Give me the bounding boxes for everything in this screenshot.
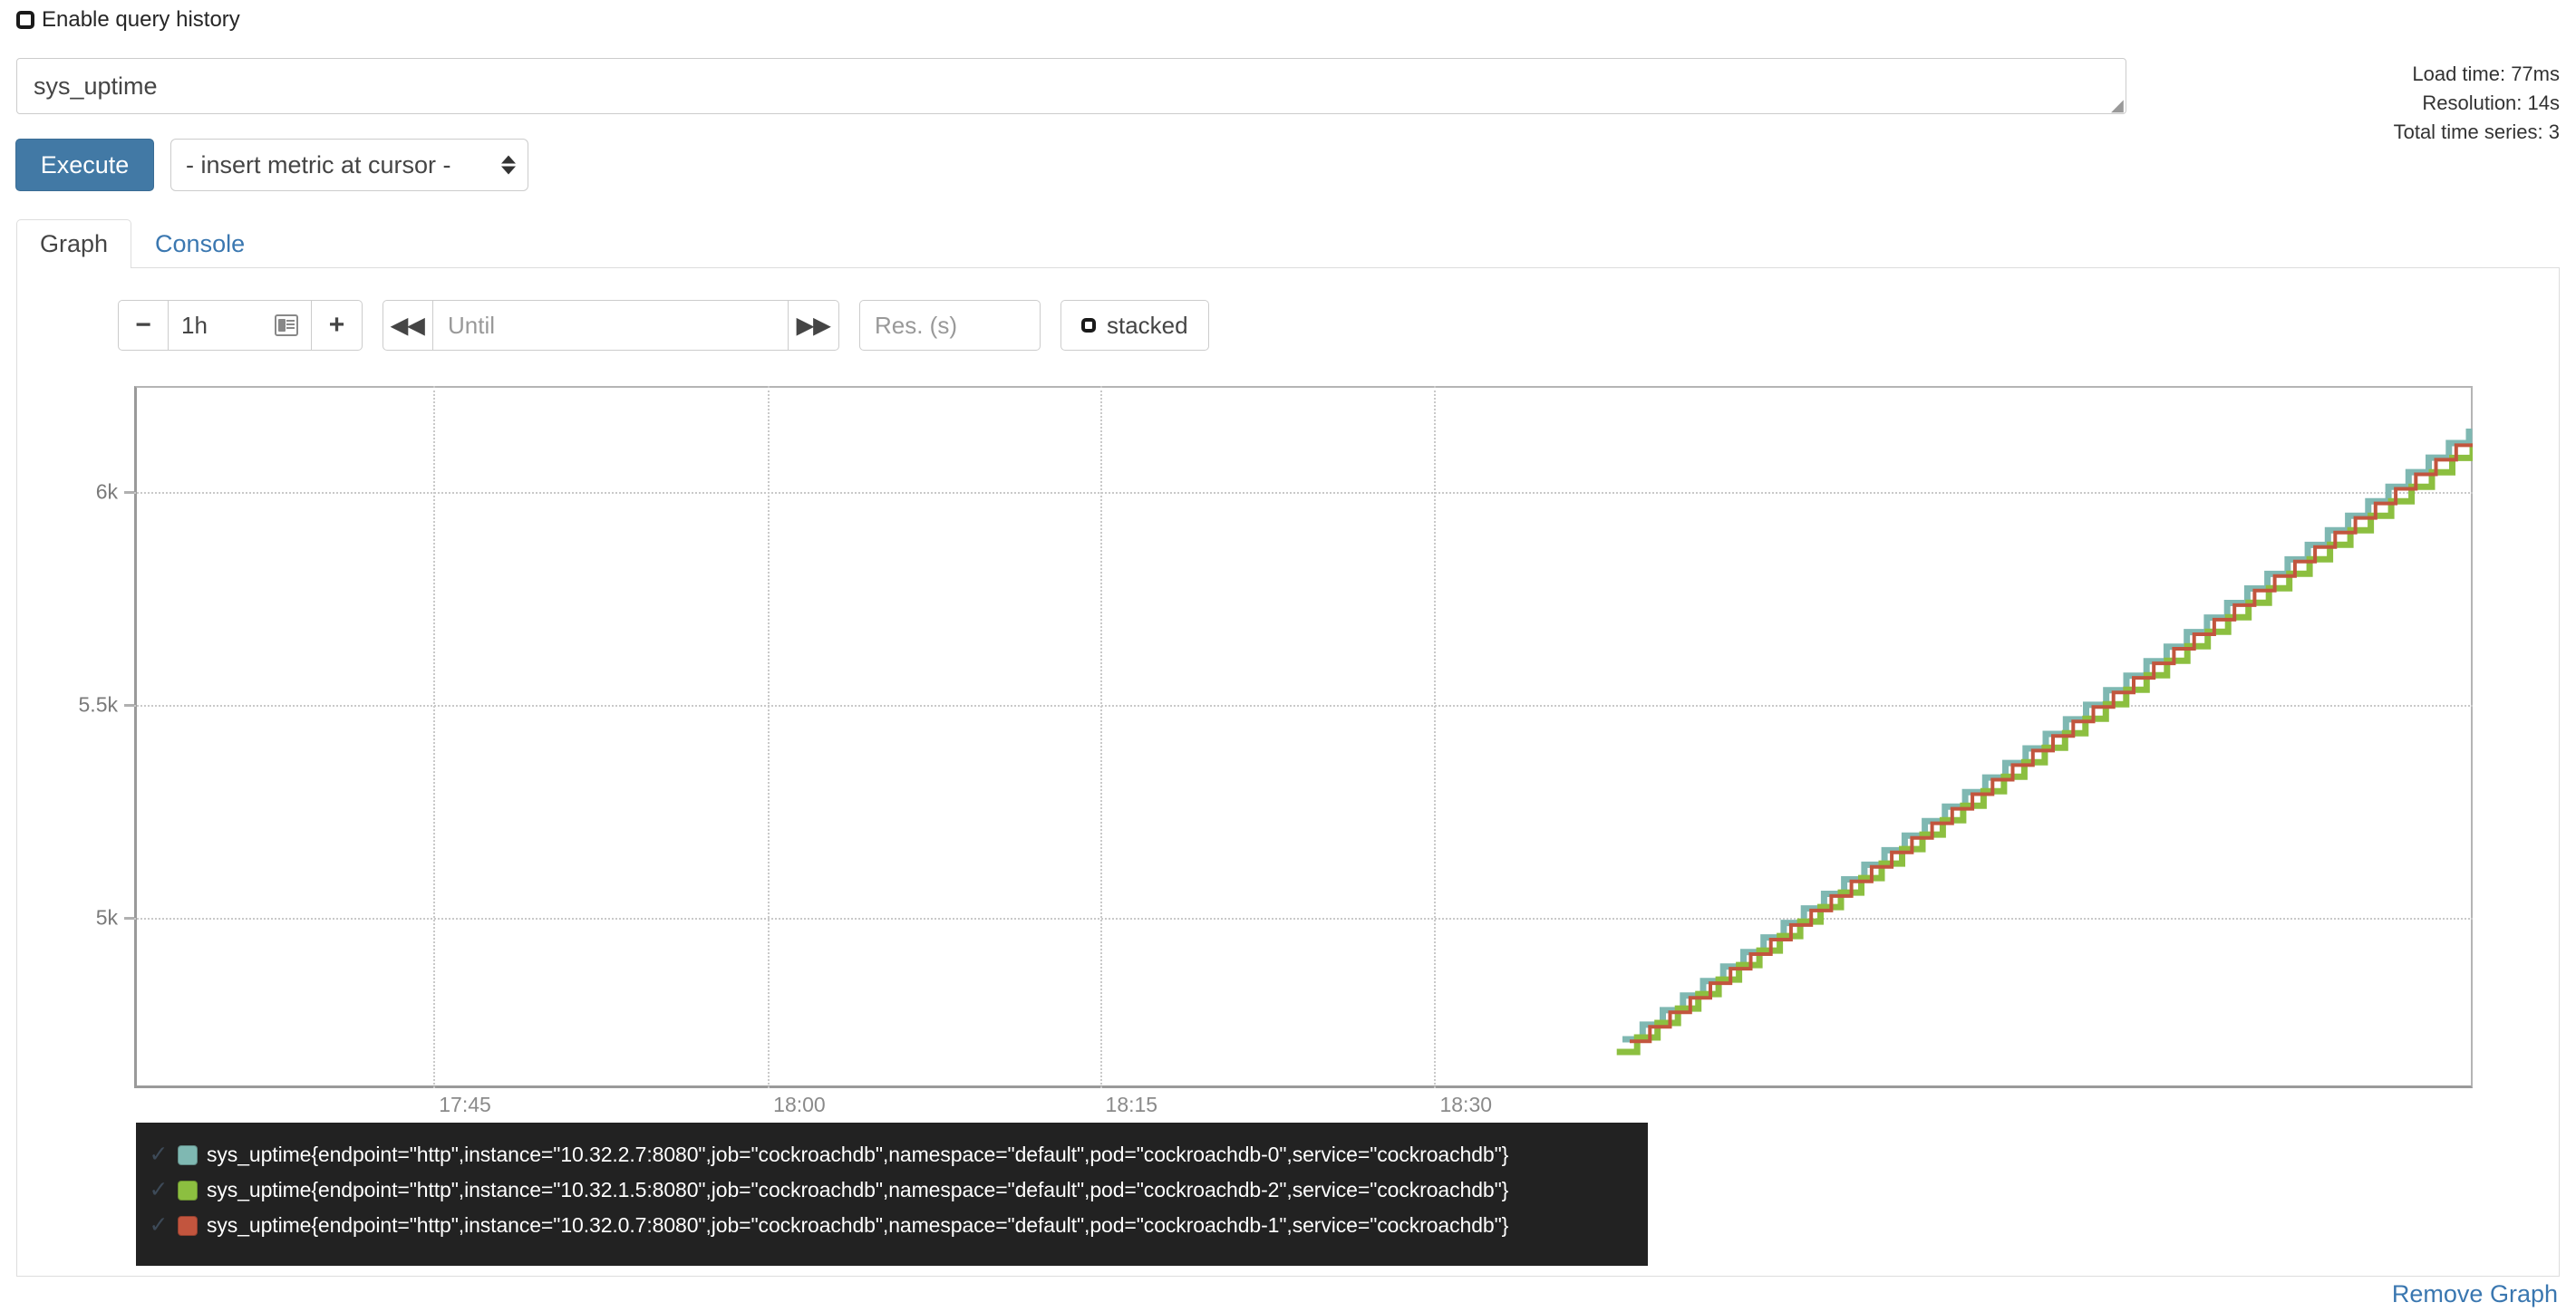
- checkbox-unchecked-icon[interactable]: [16, 11, 34, 29]
- tab-graph[interactable]: Graph: [16, 219, 132, 268]
- graph-controls: − 1h + ◀◀ Until ▶▶ Res. (s) stacked: [118, 300, 1209, 351]
- check-icon[interactable]: ✓: [149, 1142, 169, 1167]
- step-backward-button[interactable]: ◀◀: [383, 300, 433, 351]
- check-icon[interactable]: ✓: [149, 1177, 169, 1202]
- stacked-toggle-button[interactable]: stacked: [1060, 300, 1209, 351]
- legend-series-label: sys_uptime{endpoint="http",instance="10.…: [207, 1143, 1509, 1166]
- chart-plot-area: 5k 5.5k 6k 17:45 18:00 18:15 18:30: [79, 386, 2473, 1116]
- execute-button[interactable]: Execute: [15, 139, 154, 191]
- chart-x-tick-label: 18:00: [773, 1093, 826, 1116]
- tab-bar: Graph Console: [16, 217, 2560, 268]
- chart-y-tick-mark: [124, 704, 134, 708]
- legend-series-label: sys_uptime{endpoint="http",instance="10.…: [207, 1213, 1509, 1237]
- chart-y-tick-label: 5.5k: [78, 692, 118, 717]
- chart-gridline-vertical: [1099, 386, 1102, 1088]
- chart-series-line: [1630, 443, 2473, 1044]
- expression-input-wrapper: ◢: [16, 58, 2126, 114]
- resolution-text: Resolution: 14s: [2422, 91, 2560, 114]
- total-time-series-text: Total time series: 3: [2393, 120, 2560, 143]
- check-icon[interactable]: ✓: [149, 1212, 169, 1238]
- chart-y-tick-label: 5k: [95, 905, 118, 930]
- stacked-label: stacked: [1107, 311, 1188, 339]
- resolution-input[interactable]: Res. (s): [859, 300, 1041, 351]
- enable-query-history-label: Enable query history: [42, 7, 240, 32]
- execute-row: Execute - insert metric at cursor -: [15, 139, 528, 191]
- chart-legend: ✓ sys_uptime{endpoint="http",instance="10…: [136, 1123, 1648, 1266]
- chart-y-tick-label: 6k: [95, 479, 118, 504]
- chart-gridline-vertical: [768, 386, 770, 1088]
- legend-item[interactable]: ✓ sys_uptime{endpoint="http",instance="10…: [136, 1208, 1648, 1243]
- range-value-text: 1h: [181, 311, 208, 339]
- chart-gridline-horizontal: [134, 705, 2473, 708]
- range-list-icon[interactable]: [275, 314, 298, 336]
- chart-series-line: [1622, 429, 2473, 1043]
- expression-input[interactable]: [16, 58, 2126, 114]
- remove-graph-link[interactable]: Remove Graph: [2391, 1280, 2558, 1307]
- legend-item[interactable]: ✓ sys_uptime{endpoint="http",instance="10…: [136, 1137, 1648, 1172]
- insert-metric-select[interactable]: - insert metric at cursor -: [170, 139, 528, 191]
- decrease-range-button[interactable]: −: [118, 300, 169, 351]
- metric-select-wrapper: - insert metric at cursor -: [170, 139, 528, 191]
- chart-x-tick-label: 18:30: [1439, 1093, 1493, 1116]
- legend-color-swatch: [178, 1180, 198, 1201]
- chart-gridline-vertical: [433, 386, 436, 1088]
- chart-x-tick-label: 18:15: [1105, 1093, 1158, 1116]
- legend-color-swatch: [178, 1215, 198, 1236]
- legend-item[interactable]: ✓ sys_uptime{endpoint="http",instance="10…: [136, 1172, 1648, 1208]
- chart-x-tick-label: 17:45: [439, 1093, 491, 1116]
- chart-gridline-horizontal: [134, 492, 2473, 495]
- until-input[interactable]: Until: [433, 300, 789, 351]
- chart-series-line: [1616, 443, 2473, 1056]
- legend-series-label: sys_uptime{endpoint="http",instance="10.…: [207, 1178, 1509, 1201]
- step-forward-button[interactable]: ▶▶: [789, 300, 839, 351]
- chart-y-tick-mark: [124, 491, 134, 495]
- tab-console[interactable]: Console: [155, 230, 246, 258]
- load-time-text: Load time: 77ms: [2412, 63, 2560, 85]
- range-input[interactable]: 1h: [169, 300, 312, 351]
- range-control-group: − 1h +: [118, 300, 363, 351]
- legend-color-swatch: [178, 1144, 198, 1165]
- chart-plot-box: [134, 386, 2473, 1088]
- chart-series-svg: [1616, 429, 2473, 1056]
- time-navigation-group: ◀◀ Until ▶▶: [383, 300, 839, 351]
- chart-gridline-horizontal: [134, 918, 2473, 921]
- enable-query-history-row[interactable]: Enable query history: [16, 9, 240, 31]
- chart-y-tick-mark: [124, 917, 134, 921]
- increase-range-button[interactable]: +: [312, 300, 363, 351]
- query-stats: Load time: 77ms Resolution: 14s Total ti…: [2394, 60, 2560, 147]
- chart-gridline-vertical: [1434, 386, 1437, 1088]
- checkbox-unchecked-icon[interactable]: [1081, 318, 1096, 333]
